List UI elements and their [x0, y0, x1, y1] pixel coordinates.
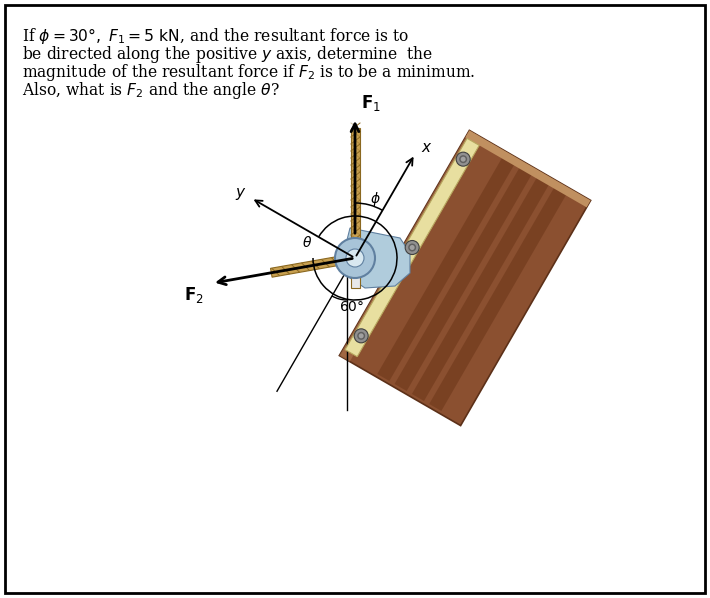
Circle shape: [335, 238, 375, 278]
Text: $\mathbf{F}_2$: $\mathbf{F}_2$: [184, 285, 204, 305]
Polygon shape: [377, 154, 516, 381]
Text: $x$: $x$: [421, 141, 432, 155]
Circle shape: [357, 332, 365, 340]
Text: $\theta$: $\theta$: [302, 235, 312, 250]
Polygon shape: [430, 184, 568, 411]
Polygon shape: [339, 253, 361, 265]
Circle shape: [456, 152, 470, 166]
Circle shape: [354, 329, 368, 343]
FancyBboxPatch shape: [351, 128, 360, 273]
FancyBboxPatch shape: [5, 5, 705, 593]
Text: be directed along the positive $y$ axis, determine  the: be directed along the positive $y$ axis,…: [22, 44, 433, 65]
Polygon shape: [271, 252, 364, 277]
Text: magnitude of the resultant force if $F_2$ is to be a minimum.: magnitude of the resultant force if $F_2…: [22, 62, 476, 83]
Polygon shape: [412, 174, 551, 401]
Text: $\phi$: $\phi$: [371, 190, 381, 208]
Polygon shape: [345, 228, 410, 288]
Text: Also, what is $F_2$ and the angle $\theta$?: Also, what is $F_2$ and the angle $\thet…: [22, 80, 280, 101]
Text: If $\phi = 30°,\ F_1 = 5\ \mathrm{kN}$, and the resultant force is to: If $\phi = 30°,\ F_1 = 5\ \mathrm{kN}$, …: [22, 26, 410, 46]
Circle shape: [405, 240, 419, 255]
Circle shape: [461, 157, 466, 161]
Polygon shape: [345, 138, 479, 356]
Circle shape: [359, 333, 364, 338]
Polygon shape: [465, 130, 591, 208]
Text: $60°$: $60°$: [339, 300, 364, 314]
Polygon shape: [395, 164, 534, 391]
Circle shape: [459, 155, 467, 163]
Circle shape: [410, 245, 415, 250]
Text: $y$: $y$: [235, 186, 246, 202]
Polygon shape: [339, 130, 480, 362]
Circle shape: [408, 243, 416, 252]
Circle shape: [346, 249, 364, 267]
Text: $\mathbf{F}_1$: $\mathbf{F}_1$: [361, 93, 381, 113]
Polygon shape: [339, 130, 591, 426]
FancyBboxPatch shape: [351, 270, 360, 288]
